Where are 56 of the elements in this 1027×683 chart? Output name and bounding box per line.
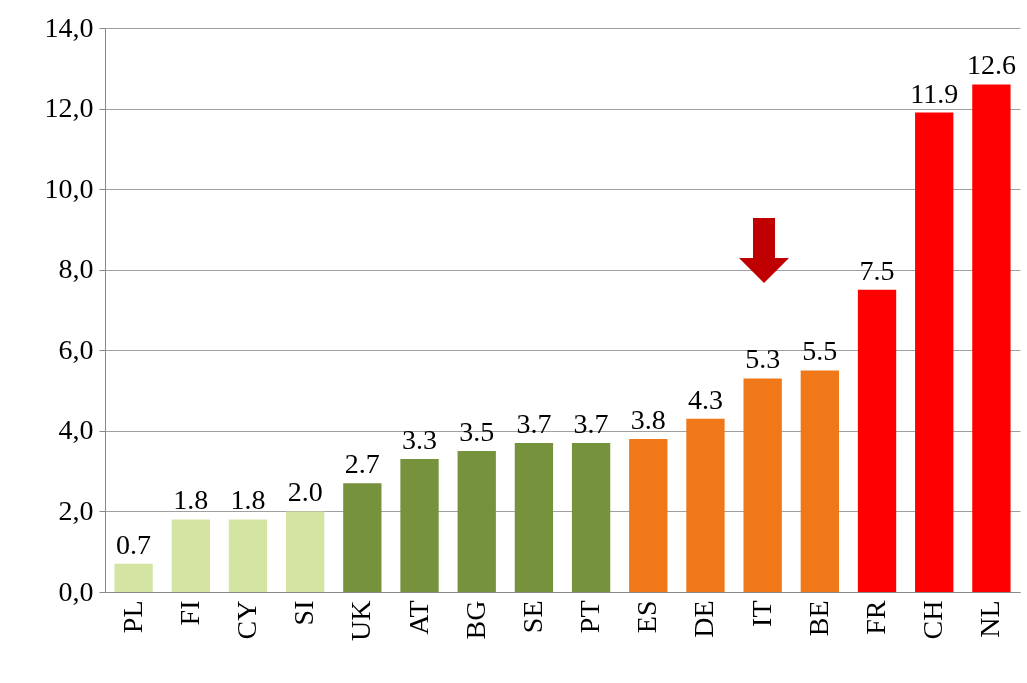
bar	[857, 289, 897, 592]
x-tick-label: AT	[402, 600, 434, 635]
y-tick-label: 14,0	[44, 11, 94, 43]
x-tick-label: FR	[860, 600, 892, 635]
x-tick-label: IT	[745, 600, 777, 627]
data-label: 2.7	[344, 448, 380, 480]
x-tick-label: DE	[688, 600, 720, 638]
data-label: 3.5	[459, 416, 495, 447]
bar	[457, 451, 496, 592]
data-label: 3.7	[573, 407, 609, 439]
x-tick-label: SE	[516, 600, 548, 634]
x-tick-label: CY	[230, 600, 262, 640]
data-label: 4.3	[687, 383, 723, 415]
bar	[114, 563, 153, 592]
y-tick-label: 12,0	[44, 92, 94, 124]
bar	[972, 84, 1011, 592]
data-label: 12.6	[966, 49, 1016, 81]
data-label: 2.0	[287, 476, 323, 508]
bar	[228, 519, 268, 592]
bar	[743, 378, 782, 592]
bar	[343, 483, 382, 592]
data-label: 7.5	[859, 254, 895, 286]
bar	[400, 459, 439, 592]
y-tick-label: 6,0	[58, 333, 94, 365]
x-tick-label: SI	[288, 600, 320, 626]
bar	[800, 370, 839, 592]
data-label: 5.5	[802, 335, 838, 367]
y-tick-label: 2,0	[58, 494, 94, 526]
bar	[571, 442, 611, 592]
data-label: 3.7	[516, 407, 552, 439]
data-label: 11.9	[910, 77, 959, 109]
data-label: 0.7	[116, 528, 152, 560]
x-tick-label: ES	[631, 600, 663, 634]
data-label: 3.3	[402, 424, 438, 456]
x-tick-label: PL	[116, 600, 148, 634]
x-tick-label: UK	[345, 600, 377, 641]
x-tick-label: NL	[974, 600, 1006, 638]
data-label: 5.3	[745, 343, 781, 375]
y-tick-label: 10,0	[44, 172, 94, 204]
data-label: 1.8	[230, 484, 266, 516]
bar	[171, 519, 210, 592]
y-tick-label: 8,0	[58, 253, 94, 285]
data-label: 1.8	[173, 484, 209, 516]
y-tick-label: 4,0	[58, 414, 94, 446]
bar	[629, 438, 668, 592]
x-tick-label: PT	[574, 600, 606, 634]
x-tick-label: BG	[459, 600, 491, 640]
x-tick-label: CH	[917, 600, 949, 640]
y-tick-label: 0,0	[58, 575, 94, 607]
bar	[514, 442, 554, 592]
bar	[286, 511, 325, 592]
x-tick-label: FI	[173, 600, 205, 626]
data-label: 3.8	[630, 403, 666, 435]
bar	[915, 112, 954, 592]
bar	[686, 418, 725, 592]
x-tick-label: BE	[802, 600, 834, 637]
